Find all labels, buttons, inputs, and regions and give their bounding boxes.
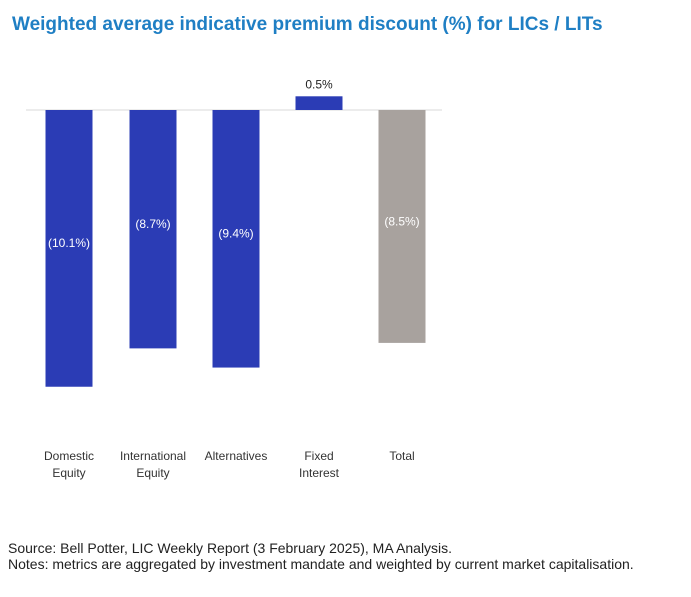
data-label-1: (8.7%) (135, 217, 170, 231)
bar-3 (295, 96, 343, 110)
data-label-3: 0.5% (305, 77, 333, 91)
bar-1 (129, 110, 177, 349)
source-note: Source: Bell Potter, LIC Weekly Report (… (8, 540, 453, 556)
category-label-3-0: Fixed (304, 449, 333, 463)
category-label-0-1: Equity (52, 466, 85, 480)
category-label-1-0: International (120, 449, 186, 463)
category-label-1-1: Equity (136, 466, 169, 480)
bar-4 (378, 110, 426, 343)
data-label-0: (10.1%) (48, 236, 90, 250)
data-label-2: (9.4%) (218, 226, 253, 240)
notes-text: Notes: metrics are aggregated by investm… (8, 556, 634, 572)
category-label-2: Alternatives (205, 449, 268, 463)
data-label-4: (8.5%) (384, 214, 419, 228)
bar-chart: (10.1%) Domestic Equity (8.7%) International… (26, 77, 442, 480)
footer: Source: Bell Potter, LIC Weekly Report (… (8, 540, 684, 572)
category-label-0-0: Domestic (44, 449, 94, 463)
chart-title: Weighted average indicative premium disc… (12, 14, 603, 35)
bar-2 (212, 110, 260, 368)
category-label-4: Total (389, 449, 414, 463)
bar-0 (45, 110, 93, 387)
category-label-3-1: Interest (299, 466, 340, 480)
